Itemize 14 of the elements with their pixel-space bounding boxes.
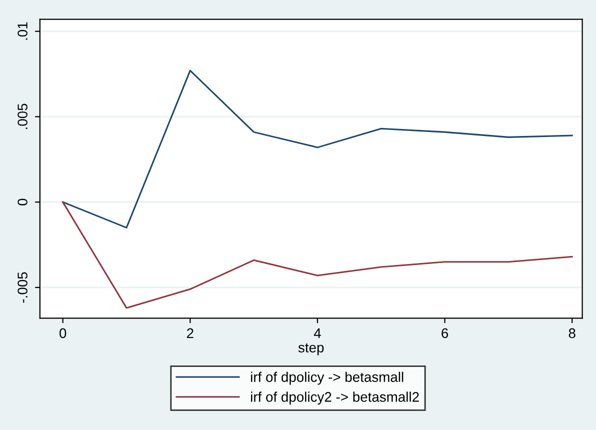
- legend-label: irf of dpolicy -> betasmall: [251, 372, 404, 385]
- y-tick-label: 0: [18, 198, 28, 206]
- y-tick-label: .005: [18, 104, 28, 129]
- x-axis-title: step: [298, 343, 324, 356]
- line-series: [62, 70, 573, 228]
- y-tick-label: -.005: [18, 272, 28, 303]
- x-tick-label: 4: [314, 328, 321, 338]
- y-tick-label: .01: [18, 22, 28, 40]
- line-series: [62, 201, 573, 309]
- x-tick-label: 6: [442, 328, 448, 338]
- x-tick-label: 2: [187, 328, 194, 338]
- x-tick-label: 0: [60, 328, 66, 338]
- legend-label: irf of dpolicy2 -> betasmall2: [251, 392, 419, 405]
- x-tick-label: 8: [568, 328, 576, 338]
